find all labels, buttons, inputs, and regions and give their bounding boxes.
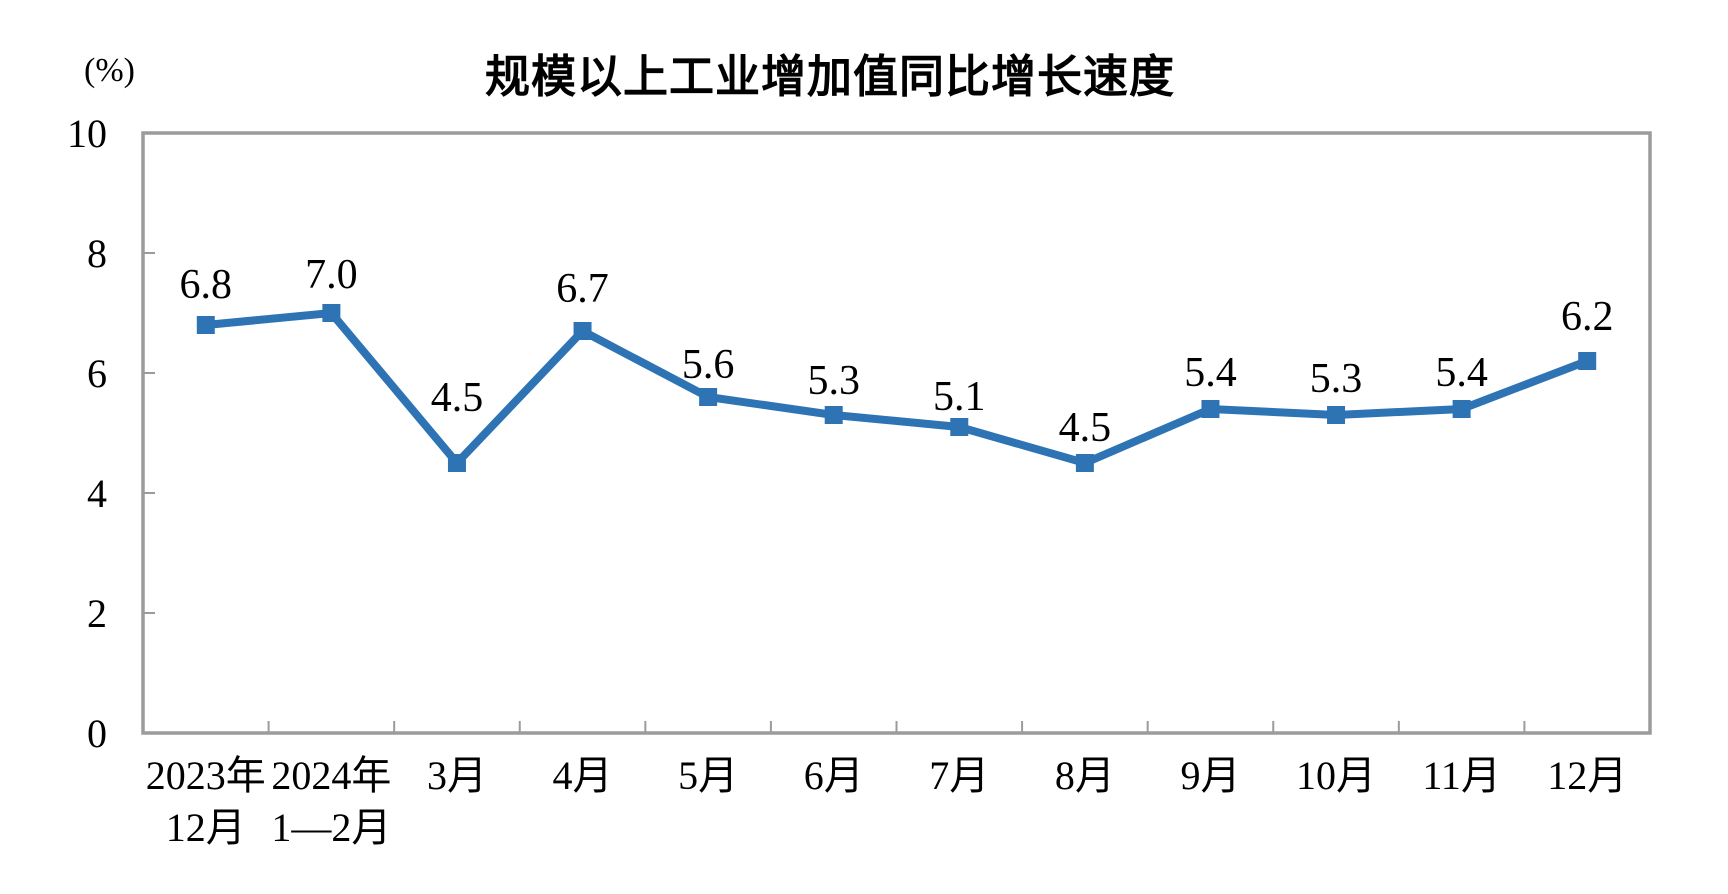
data-point-marker xyxy=(1578,352,1597,370)
data-point-label: 6.8 xyxy=(180,262,233,308)
y-axis-tick-label: 4 xyxy=(87,471,107,516)
x-axis-category-label: 3月 xyxy=(427,753,487,798)
y-axis-tick-label: 10 xyxy=(67,111,107,156)
data-point-label: 4.5 xyxy=(1059,405,1112,451)
data-point-marker xyxy=(699,388,718,406)
data-point-marker xyxy=(322,304,341,322)
data-point-label: 6.7 xyxy=(556,266,609,312)
y-axis-unit-label: (%) xyxy=(84,52,135,89)
data-point-marker xyxy=(196,316,215,334)
data-point-marker xyxy=(1201,400,1220,418)
data-point-marker xyxy=(950,418,969,436)
x-axis-category-label: 1—2月 xyxy=(271,805,391,850)
data-point-label: 5.6 xyxy=(682,342,735,388)
data-point-marker xyxy=(573,322,592,340)
data-point-marker xyxy=(1075,454,1094,472)
data-point-label: 6.2 xyxy=(1561,294,1614,340)
x-axis-category-label: 12月 xyxy=(1547,753,1627,798)
x-axis-category-label: 5月 xyxy=(678,753,738,798)
data-line xyxy=(205,308,1589,470)
y-axis-tick-label: 2 xyxy=(87,591,107,636)
x-axis-category-label: 9月 xyxy=(1180,753,1240,798)
x-axis-category-label: 7月 xyxy=(929,753,989,798)
data-point-label: 5.3 xyxy=(1310,356,1363,402)
y-axis-tick-label: 6 xyxy=(87,351,107,396)
data-point-label: 4.5 xyxy=(431,375,484,421)
data-point-marker xyxy=(447,454,466,472)
data-point-marker xyxy=(824,406,843,424)
data-point-label: 5.4 xyxy=(1435,350,1488,396)
x-axis-category-label: 12月 xyxy=(166,805,246,850)
y-axis-tick-label: 8 xyxy=(87,231,107,276)
x-axis-category-label: 11月 xyxy=(1422,753,1501,798)
y-axis-tick-label: 0 xyxy=(87,711,107,756)
data-point-marker xyxy=(1452,400,1471,418)
data-point-marker xyxy=(1327,406,1346,424)
plot-area-frame xyxy=(141,131,1652,735)
x-axis-category-label: 10月 xyxy=(1296,753,1376,798)
x-axis-category-label: 4月 xyxy=(553,753,613,798)
x-axis-category-label: 2024年 xyxy=(271,753,391,798)
data-point-label: 7.0 xyxy=(305,252,358,298)
data-point-label: 5.4 xyxy=(1184,350,1237,396)
data-point-label: 5.1 xyxy=(933,374,986,420)
data-point-label: 5.3 xyxy=(807,358,860,404)
x-axis-category-label: 6月 xyxy=(804,753,864,798)
chart-title: 规模以上工业增加值同比增长速度 xyxy=(484,51,1175,102)
x-axis-category-label: 2023年 xyxy=(146,753,266,798)
x-axis-category-label: 8月 xyxy=(1055,753,1115,798)
